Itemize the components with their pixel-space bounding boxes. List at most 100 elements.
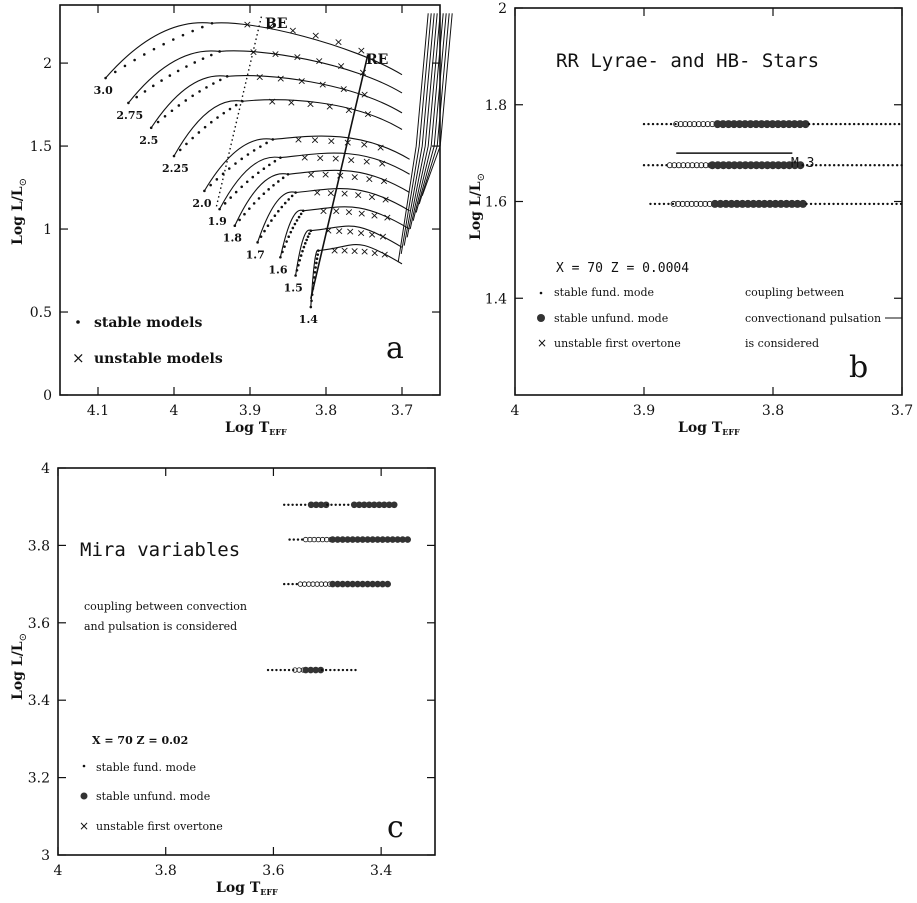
track-point <box>299 212 303 216</box>
fund-mode-point <box>350 668 353 672</box>
y-tick-label: 2 <box>43 56 52 72</box>
overtone-point <box>677 121 684 128</box>
unstable-model: × <box>310 133 319 146</box>
fund-mode-point <box>830 122 833 126</box>
fund-mode-point <box>837 164 840 167</box>
track-2.0 <box>203 135 410 192</box>
unstable-model: × <box>268 95 277 108</box>
fund-mode-point <box>836 202 840 206</box>
fund-mode-point <box>872 202 876 206</box>
unfund-mode-point <box>730 120 739 129</box>
fund-mode-point <box>850 202 853 206</box>
giant-branch <box>418 13 450 205</box>
unfund-mode-point <box>785 120 794 129</box>
track-label: 1.5 <box>284 282 303 295</box>
unfund-mode-point <box>724 161 733 170</box>
unstable-model: × <box>293 50 302 63</box>
overtone-point <box>702 200 709 207</box>
panel-a-tracks: × × × × × × 3.0 × × × × × × 2.75 × × × × × × 2.5 × × × × × × 2.25 × ×… <box>94 13 453 326</box>
fund-mode-point <box>875 122 878 126</box>
x-tick-label: 3.7 <box>891 403 913 419</box>
unstable-model: × <box>376 141 385 154</box>
track-point <box>212 82 215 85</box>
unfund-mode-point <box>787 199 796 208</box>
panel-c-legend: stable fund. mode stable unfund. mode × … <box>79 761 223 833</box>
fund-mode-point <box>850 164 854 167</box>
unfund-mode-point <box>364 580 371 588</box>
track-point <box>228 107 232 111</box>
c-legend-overtone-label: unstable first overtone <box>96 820 223 833</box>
unfund-mode-point <box>317 501 325 509</box>
fund-mode-point <box>275 668 278 672</box>
panel-b: 4 3.9 3.8 3.7 1.4 1.6 1.8 2 RR Lyrae- and HB- S… <box>468 1 913 437</box>
track-point <box>123 64 127 68</box>
unfund-mode-point <box>801 120 810 129</box>
unfund-mode-point <box>782 199 791 208</box>
track-point <box>298 258 302 262</box>
panel-a: 4.1 4 3.9 3.8 3.7 0 0.5 1 1.5 2 × × × × × × 3.0 × × × × × × 2.… <box>10 4 453 437</box>
track-point <box>218 207 221 211</box>
track-point <box>252 202 256 205</box>
unfund-mode-point <box>721 199 730 208</box>
unstable-model: × <box>243 18 252 31</box>
unstable-model: × <box>276 72 285 85</box>
track-point <box>178 148 182 152</box>
giant-branch <box>400 13 432 255</box>
fund-mode-point <box>832 202 835 206</box>
fund-mode-point <box>886 202 889 206</box>
fund-mode-point <box>814 202 817 206</box>
overtone-point <box>311 536 317 543</box>
giant-branch <box>412 13 444 221</box>
overtone-point <box>673 121 680 128</box>
unstable-model: × <box>316 151 325 164</box>
panel-b-letter: b <box>849 350 868 385</box>
fund-mode-point <box>642 122 646 126</box>
unfund-mode-point <box>394 536 401 543</box>
unstable-model: × <box>378 230 387 243</box>
track-point <box>315 261 318 265</box>
fund-mode-point <box>296 538 300 541</box>
track-point <box>210 21 214 25</box>
unfund-mode-point <box>302 666 310 674</box>
fund-mode-point <box>818 202 822 206</box>
track-point <box>172 38 175 41</box>
track-point <box>291 226 295 230</box>
track-point <box>259 145 262 148</box>
overtone-point <box>688 200 695 207</box>
fund-mode-point <box>279 668 282 672</box>
overtone-point <box>689 162 696 169</box>
track-point <box>245 180 249 184</box>
track-point <box>256 241 259 244</box>
fund-mode-point <box>900 164 903 167</box>
unfund-mode-point <box>771 199 780 208</box>
panel-b-y-label: Log L/L⊙ <box>468 173 487 240</box>
track-point <box>294 274 297 277</box>
unfund-mode-point <box>749 199 758 208</box>
panel-a-letter: a <box>386 331 404 366</box>
track-point <box>156 120 160 124</box>
track-point <box>281 250 284 254</box>
b-legend-fund-marker <box>539 291 543 295</box>
track-point <box>295 219 299 222</box>
b-legend-unfund-label: stable unfund. mode <box>554 312 668 325</box>
overtone-point <box>698 162 705 169</box>
x-tick-label: 4.1 <box>87 403 109 419</box>
unstable-model: × <box>318 78 327 91</box>
xlabel-main: Log T <box>225 420 270 436</box>
unfund-mode-point <box>399 536 406 543</box>
x-tick-label: 3.9 <box>239 403 261 419</box>
track-point <box>172 154 176 158</box>
track-point <box>240 157 244 161</box>
fund-mode-point <box>801 164 804 167</box>
c-legend-fund-label: stable fund. mode <box>96 761 196 774</box>
fund-mode-point <box>647 164 650 167</box>
giant-branch <box>421 13 453 197</box>
fund-mode-point <box>291 582 294 586</box>
overtone-point <box>303 536 309 543</box>
track-point <box>270 219 273 222</box>
fund-mode-point <box>283 503 286 506</box>
fund-mode-point <box>855 164 858 167</box>
x-tick-label: 4 <box>511 403 520 419</box>
unfund-mode-point <box>716 199 725 208</box>
track-point <box>203 125 207 129</box>
